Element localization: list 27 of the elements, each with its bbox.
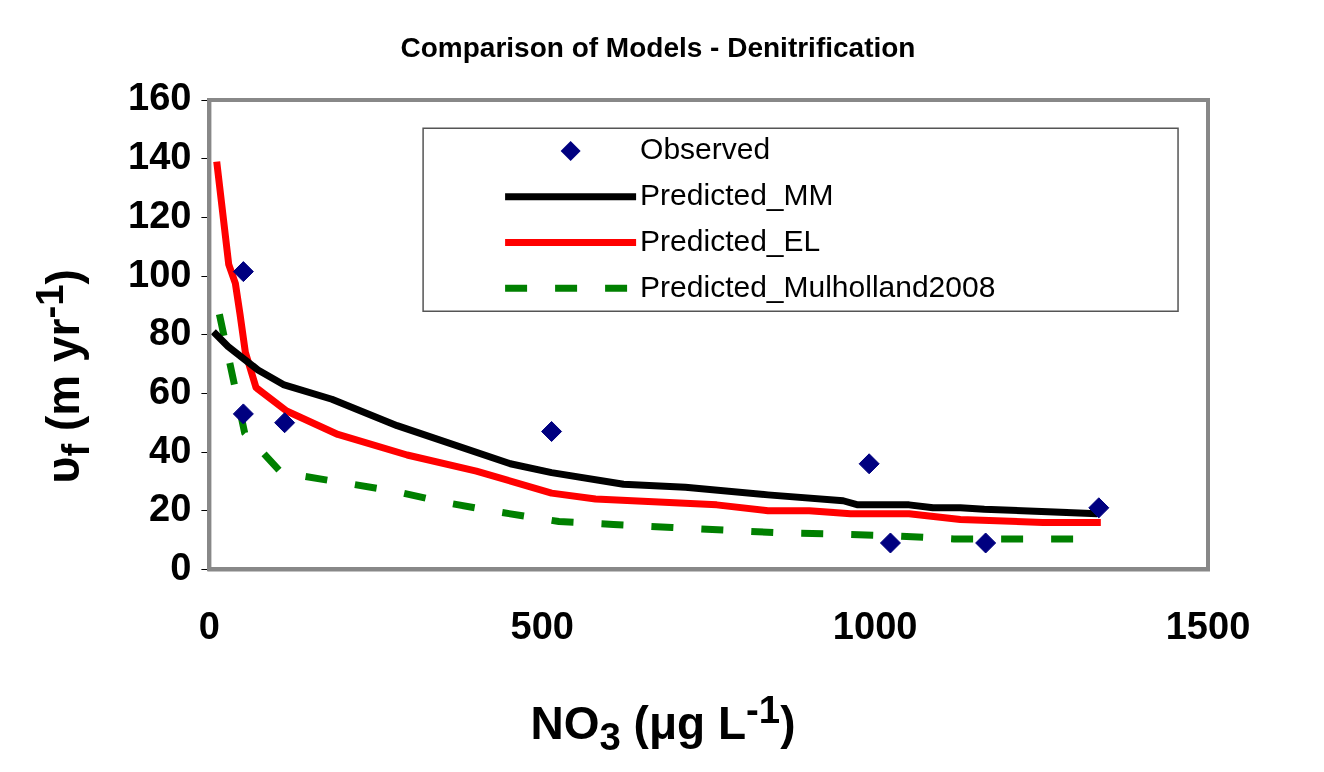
y-tick-label: 40 — [149, 428, 192, 471]
y-tick-label: 160 — [128, 76, 192, 119]
point — [1088, 497, 1110, 519]
legend-label: Observed — [640, 132, 771, 166]
y-tick-label: 140 — [128, 135, 192, 178]
point — [541, 421, 563, 443]
y-tick-label: 120 — [128, 193, 192, 236]
x-axis-title: NO$_{3}$ (μg L$^{-1}$) — [529, 688, 797, 759]
legend-label: Predicted_EL — [640, 223, 821, 257]
legend-label: Predicted_MM — [640, 178, 834, 212]
point — [858, 453, 880, 475]
y-tick-label: 100 — [128, 252, 192, 295]
point — [274, 412, 296, 434]
y-tick-label: 20 — [149, 487, 192, 530]
point — [975, 532, 997, 554]
x-tick-label: 1500 — [1165, 604, 1251, 647]
chart-title: Comparison of Models - Denitrification — [399, 32, 917, 64]
point — [232, 403, 254, 425]
x-tick-label: 1000 — [832, 604, 918, 647]
y-tick-label: 80 — [149, 311, 192, 354]
x-tick-label: 500 — [510, 604, 574, 647]
y-tick-label: 60 — [149, 369, 192, 412]
x-tick-label: 0 — [198, 604, 220, 647]
point — [232, 261, 254, 283]
point — [879, 532, 901, 554]
legend-label: Predicted_Mulholland2008 — [640, 269, 996, 303]
y-tick-label: 0 — [170, 545, 192, 588]
